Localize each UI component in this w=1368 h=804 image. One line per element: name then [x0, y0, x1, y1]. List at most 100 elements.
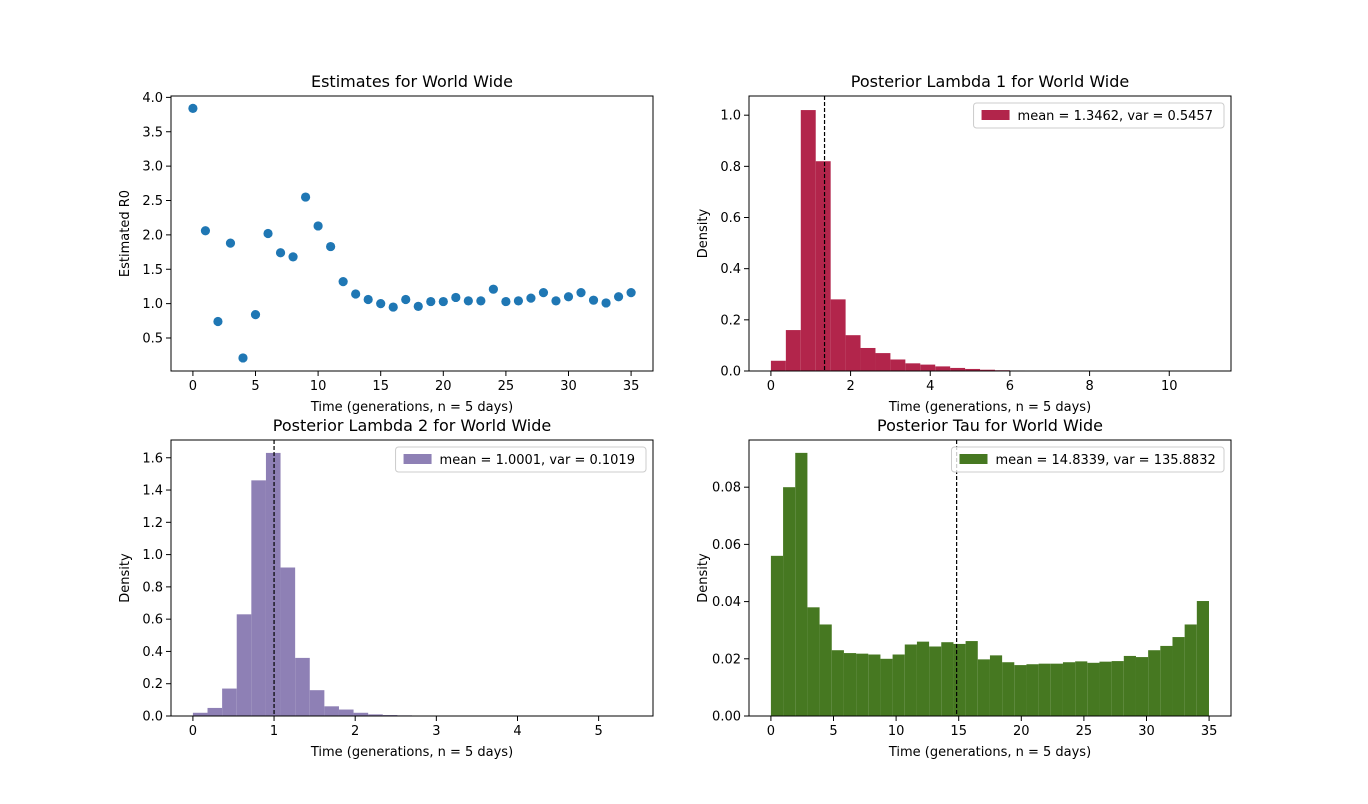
histogram-bar [1160, 645, 1173, 716]
data-point [238, 353, 248, 363]
legend-swatch [403, 454, 432, 464]
y-tick-label: 0.8 [142, 580, 163, 595]
data-point [388, 302, 398, 312]
x-tick-label: 20 [435, 379, 452, 394]
histogram-bar [920, 364, 936, 371]
x-tick-label: 35 [623, 379, 640, 394]
histogram-bar [868, 654, 881, 716]
histogram-bar [295, 657, 310, 716]
legend-label: mean = 1.3462, var = 0.5457 [1018, 109, 1213, 124]
histogram-bar [1038, 663, 1051, 716]
histogram-bar [819, 624, 832, 716]
y-axis-label: Density [696, 553, 711, 603]
histogram-bar [1062, 662, 1076, 716]
x-tick-label: 2 [846, 379, 854, 394]
y-tick-label: 0.08 [712, 481, 741, 496]
histogram-bar [265, 452, 281, 716]
y-tick-label: 1.0 [142, 548, 163, 563]
chart-title: Estimates for World Wide [311, 72, 513, 91]
histogram-bar [324, 706, 339, 716]
y-tick-label: 0.0 [720, 365, 741, 380]
data-point [613, 292, 624, 302]
y-tick-label: 0.6 [142, 613, 163, 628]
y-tick-label: 2.5 [142, 194, 163, 209]
y-tick-label: 0.06 [712, 538, 741, 553]
histogram-bar [904, 644, 917, 716]
histogram-bar [1026, 664, 1039, 716]
x-tick-label: 15 [372, 379, 389, 394]
histogram-bar [251, 480, 266, 716]
histogram-bar [1099, 661, 1112, 716]
data-point [488, 284, 498, 294]
histogram-bar [1148, 650, 1161, 716]
histogram-bar [207, 707, 223, 716]
x-tick-label: 35 [1201, 724, 1218, 739]
y-tick-label: 2.0 [142, 228, 163, 243]
data-point [313, 221, 323, 231]
chart-panel-2: Posterior Lambda 1 for World Wide 0 2 4 6 8 10… [696, 72, 1232, 415]
data-point [413, 301, 423, 311]
histogram-bar [989, 655, 1003, 716]
histogram-bar [1014, 665, 1027, 716]
histogram-bar [192, 712, 208, 716]
data-point [513, 296, 524, 306]
x-tick-label: 25 [498, 379, 515, 394]
x-tick-label: 4 [513, 724, 521, 739]
legend-box [973, 102, 1225, 129]
y-tick-label: 1.5 [142, 263, 163, 278]
x-tick-label: 0 [767, 379, 775, 394]
data-point [576, 288, 586, 298]
histogram-bar [831, 650, 844, 716]
histogram-bar [875, 353, 891, 371]
histogram-bar [1135, 657, 1149, 716]
x-axis-label: Time (generations, n = 5 days) [310, 745, 513, 760]
y-tick-label: 3.5 [142, 125, 163, 140]
histogram-bar [965, 368, 981, 371]
legend-swatch [981, 110, 1010, 120]
histogram-bar [770, 360, 786, 371]
data-point [563, 292, 574, 302]
histogram-bar [890, 359, 906, 371]
y-tick-label: 0.4 [142, 645, 163, 660]
y-tick-label: 0.6 [720, 211, 741, 226]
data-point [263, 228, 273, 239]
y-tick-label: 0.2 [720, 313, 741, 328]
data-point [526, 293, 536, 303]
histogram-bar [1002, 662, 1015, 716]
y-tick-label: 0.4 [720, 262, 741, 277]
legend-label: mean = 14.8339, var = 135.8832 [996, 453, 1216, 468]
y-axis-label: Estimated R0 [118, 190, 133, 277]
y-tick-label: 1.6 [142, 451, 163, 466]
legend-box [395, 446, 647, 473]
x-tick-label: 3 [432, 724, 440, 739]
data-point [188, 103, 198, 113]
x-tick-label: 10 [1161, 379, 1178, 394]
histogram-bar [860, 347, 876, 371]
data-point [363, 294, 373, 305]
x-tick-label: 10 [888, 724, 905, 739]
legend-swatch [959, 454, 988, 464]
data-point [401, 294, 411, 305]
histogram-bar [815, 161, 831, 371]
histogram-bar [1111, 661, 1124, 716]
data-point [588, 295, 599, 305]
x-tick-label: 25 [1076, 724, 1093, 739]
y-tick-label: 1.0 [142, 297, 163, 312]
legend: mean = 1.3462, var = 0.5457 [973, 102, 1225, 129]
chart-title: Posterior Lambda 2 for World Wide [273, 416, 552, 435]
histogram-bar [807, 607, 820, 716]
legend: mean = 1.0001, var = 0.1019 [395, 446, 647, 473]
data-point [351, 289, 361, 299]
y-tick-label: 1.4 [142, 484, 163, 499]
axes-frame [170, 95, 654, 372]
data-point [213, 316, 223, 327]
histogram-bar [892, 654, 905, 716]
chart-panel-4: Posterior Tau for World Wide 0 5 10 15 20 25 30… [696, 416, 1232, 760]
histogram-bar [785, 330, 801, 371]
x-tick-label: 0 [189, 379, 197, 394]
histogram-bar [845, 335, 861, 371]
y-tick-label: 4.0 [142, 91, 163, 106]
histogram-bar [843, 653, 857, 716]
histogram-bar [916, 641, 930, 716]
